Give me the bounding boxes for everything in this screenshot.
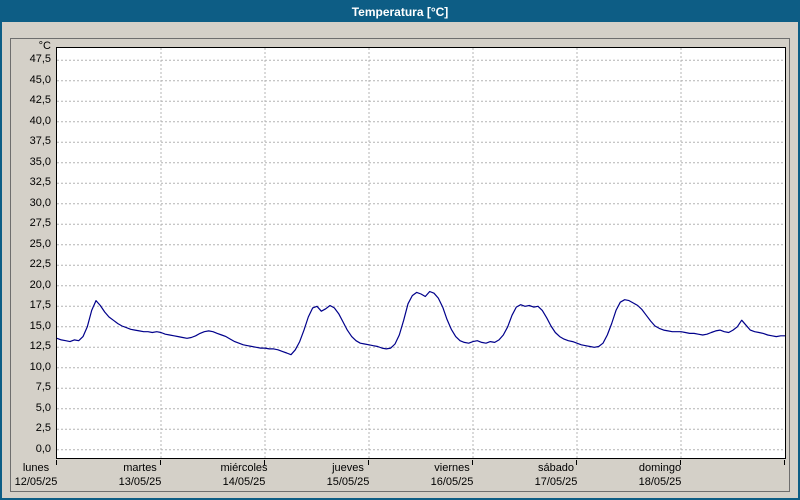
- y-tick-label: 12,5: [29, 340, 51, 353]
- y-tick-label: 0,0: [35, 442, 51, 455]
- day-date-label: 14/05/25: [222, 476, 266, 488]
- x-axis-tick: [472, 460, 473, 465]
- day-name-label: martes: [123, 462, 157, 474]
- y-tick-label: 17,5: [29, 299, 51, 312]
- temperature-chart: [57, 48, 785, 458]
- y-tick-label: 42,5: [29, 94, 51, 107]
- x-axis-tick: [56, 460, 57, 465]
- x-axis-tick: [264, 460, 265, 465]
- y-tick-label: 22,5: [29, 258, 51, 271]
- day-date-label: 15/05/25: [326, 476, 370, 488]
- day-date-label: 17/05/25: [534, 476, 578, 488]
- temperature-line: [57, 290, 785, 356]
- chart-frame: °C 0,0 2,5 5,0 7,5 10,0 12,5 15,0 17,5 20,0 22,5 2…: [10, 38, 790, 492]
- y-tick-label: 7,5: [35, 381, 51, 394]
- day-date-label: 13/05/25: [118, 476, 162, 488]
- y-tick-label: 47,5: [29, 53, 51, 66]
- y-axis-unit-label: °C: [38, 40, 51, 52]
- x-axis-tick: [576, 460, 577, 465]
- day-name-label: domingo: [638, 462, 682, 474]
- y-tick-label: 25,0: [29, 237, 51, 250]
- day-date-label: 12/05/25: [14, 476, 58, 488]
- y-tick-label: 40,0: [29, 114, 51, 127]
- y-tick-label: 35,0: [29, 155, 51, 168]
- y-tick-label: 10,0: [29, 360, 51, 373]
- x-axis-tick: [160, 460, 161, 465]
- y-tick-label: 45,0: [29, 73, 51, 86]
- plot-area: [56, 47, 786, 459]
- day-name-label: viernes: [434, 462, 470, 474]
- day-name-label: sábado: [537, 462, 575, 474]
- y-tick-label: 30,0: [29, 196, 51, 209]
- y-tick-label: 20,0: [29, 278, 51, 291]
- day-name-label: jueves: [332, 462, 364, 474]
- y-tick-label: 27,5: [29, 217, 51, 230]
- y-tick-label: 5,0: [35, 401, 51, 414]
- y-tick-label: 37,5: [29, 135, 51, 148]
- x-axis-tick: [680, 460, 681, 465]
- day-date-label: 16/05/25: [430, 476, 474, 488]
- day-date-label: 18/05/25: [638, 476, 682, 488]
- day-name-label: miércoles: [220, 462, 268, 474]
- window-title: Temperatura [°C]: [2, 2, 798, 22]
- x-axis-tick: [368, 460, 369, 465]
- x-axis-tick: [784, 460, 785, 465]
- y-tick-label: 32,5: [29, 176, 51, 189]
- y-tick-label: 15,0: [29, 319, 51, 332]
- y-tick-label: 2,5: [35, 422, 51, 435]
- day-name-label: lunes: [22, 462, 50, 474]
